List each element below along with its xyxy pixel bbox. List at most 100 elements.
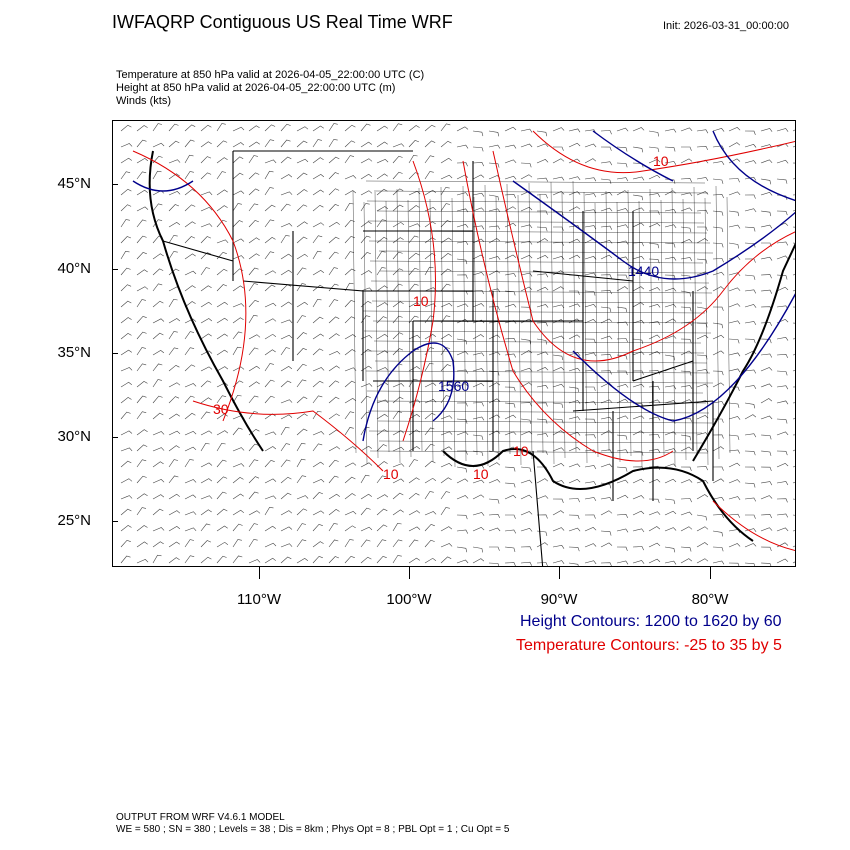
wind-barb (184, 189, 196, 196)
wind-barb (472, 494, 485, 500)
wind-barb (664, 242, 676, 248)
wind-barb (424, 443, 435, 452)
wind-barb (712, 194, 724, 199)
wind-barb (552, 498, 564, 504)
wind-barb (392, 171, 403, 180)
temp-label-10-tx: 10 (383, 466, 399, 482)
wind-barb (312, 235, 323, 244)
wind-barb (376, 444, 388, 452)
wind-barb (760, 289, 773, 294)
wind-barb (168, 123, 179, 132)
wind-barb (616, 286, 629, 292)
wind-barb (424, 427, 435, 436)
wind-barb (152, 318, 165, 324)
wind-barb (648, 321, 661, 326)
wind-barb (744, 176, 757, 181)
wind-barb (712, 210, 724, 216)
wind-barb (408, 414, 421, 420)
wind-barb (520, 494, 533, 500)
wind-barb (264, 557, 276, 564)
wind-barb (568, 498, 580, 503)
wind-barb (392, 204, 404, 212)
map-panel: 1560 1440 10 10 10 30 10 10 (112, 120, 796, 567)
wind-barb (472, 352, 485, 357)
wind-barb (552, 430, 565, 436)
wind-barb (536, 159, 549, 164)
wind-barb (392, 268, 404, 276)
wind-barb (472, 271, 485, 276)
wind-barb (552, 354, 564, 361)
wind-barb (344, 427, 354, 436)
wind-barb (168, 222, 181, 228)
wind-barb (312, 555, 323, 564)
wind-barb (568, 463, 581, 468)
lon-label-90: 90°W (540, 591, 578, 608)
wind-barb (472, 192, 485, 197)
wind-barb (280, 510, 293, 516)
wind-barb (200, 252, 212, 260)
wind-barb (552, 462, 565, 468)
wind-barb (184, 395, 195, 404)
wind-barb (280, 492, 292, 500)
wind-barb (664, 318, 677, 324)
wind-barb (520, 367, 533, 372)
wind-barb (632, 242, 644, 247)
wind-barb (792, 514, 795, 516)
wind-barb (120, 333, 132, 340)
wind-barb (216, 525, 228, 532)
wind-barb (376, 350, 389, 356)
wind-barb (568, 128, 581, 133)
wind-barb (680, 466, 692, 472)
wind-barb (168, 382, 181, 388)
wind-barb (232, 555, 243, 564)
wind-barb (600, 497, 613, 502)
wind-barb (264, 270, 277, 276)
wind-barb (552, 510, 565, 516)
county-line (366, 200, 712, 204)
wind-barb (632, 286, 645, 292)
wind-barb (616, 434, 628, 440)
wind-barb (216, 508, 228, 516)
wind-barb (312, 125, 324, 132)
wind-barb (168, 493, 180, 500)
wind-barb (216, 189, 228, 196)
wind-barb (120, 124, 132, 132)
wind-barb (568, 303, 581, 308)
wind-barb (376, 251, 386, 260)
wind-barb (152, 283, 163, 292)
wind-barb (328, 283, 339, 292)
wind-barb (776, 353, 788, 359)
wind-barb (168, 557, 180, 564)
wind-barb (344, 175, 357, 180)
county-line (572, 180, 577, 453)
wind-barb (552, 176, 565, 181)
wind-barb (648, 479, 661, 484)
wind-barb (488, 256, 501, 260)
wind-barb (520, 272, 533, 277)
wind-barb (440, 431, 453, 436)
wind-barb (744, 466, 756, 472)
wind-barb (632, 510, 645, 516)
wind-barb (408, 315, 419, 324)
wind-barb (712, 178, 724, 184)
wind-barb (504, 494, 517, 500)
wind-barb (392, 283, 403, 292)
wind-barb (424, 460, 436, 468)
county-line (376, 210, 702, 214)
wind-barb (392, 143, 405, 148)
wind-barb (552, 402, 564, 408)
wind-barb (184, 331, 195, 340)
wind-barb (216, 491, 227, 500)
wind-barb (344, 300, 356, 308)
wind-barb (776, 431, 789, 436)
wind-barb (328, 556, 340, 564)
wind-barb (424, 557, 437, 564)
wind-barb (312, 380, 324, 388)
wind-barb (536, 177, 549, 182)
wind-barb (712, 350, 725, 356)
wind-barb (120, 267, 131, 276)
wind-barb (216, 219, 227, 228)
field-description: Temperature at 850 hPa valid at 2026-04-… (116, 69, 424, 108)
wind-barb (264, 506, 274, 516)
wind-barb (376, 429, 388, 436)
